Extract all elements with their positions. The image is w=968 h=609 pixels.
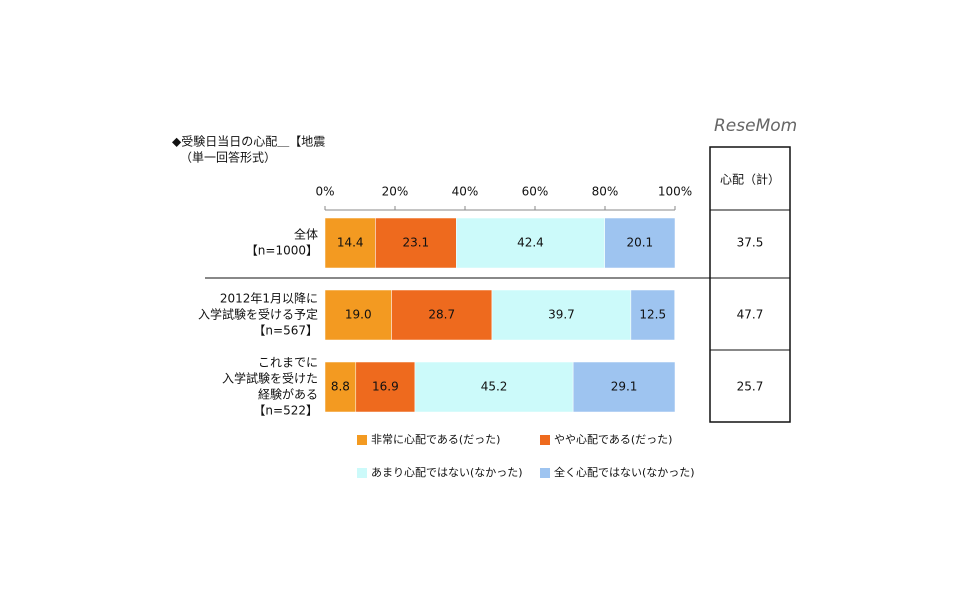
total-table-frame bbox=[709, 146, 791, 423]
bar-segment bbox=[572, 361, 676, 413]
data-label: 29.1 bbox=[611, 380, 638, 394]
data-label: 39.7 bbox=[548, 308, 575, 322]
x-tick-label: 40% bbox=[452, 185, 479, 199]
data-label: 19.0 bbox=[345, 308, 372, 322]
x-tick-label: 20% bbox=[382, 185, 409, 199]
category-label: 全体 bbox=[294, 227, 318, 242]
data-label: 8.8 bbox=[331, 380, 350, 394]
bar-segment bbox=[604, 217, 676, 269]
bar-segment bbox=[375, 217, 457, 269]
data-label: 16.9 bbox=[372, 380, 399, 394]
x-tick-label: 0% bbox=[315, 185, 334, 199]
x-tick-label: 80% bbox=[592, 185, 619, 199]
legend-swatch bbox=[540, 468, 550, 478]
legend-swatch bbox=[540, 435, 550, 445]
bar-segment bbox=[414, 361, 574, 413]
data-label: 45.2 bbox=[481, 380, 508, 394]
bar-segment bbox=[630, 289, 675, 341]
chart-title: ◆受験日当日の心配＿【地震 bbox=[172, 134, 325, 149]
category-label: 経験がある bbox=[258, 387, 318, 402]
data-label: 28.7 bbox=[428, 308, 455, 322]
x-tick-label: 60% bbox=[522, 185, 549, 199]
category-label: 入学試験を受けた bbox=[222, 371, 318, 386]
category-label: 入学試験を受ける予定 bbox=[198, 307, 318, 322]
bar-segment bbox=[391, 289, 493, 341]
total-value: 37.5 bbox=[737, 236, 764, 250]
total-value: 47.7 bbox=[737, 308, 764, 322]
legend-label: やや心配である(だった) bbox=[554, 433, 672, 446]
watermark: ReseMom bbox=[714, 116, 797, 136]
legend-label: あまり心配ではない(なかった) bbox=[371, 466, 523, 479]
bar-segment bbox=[355, 361, 416, 413]
x-tick-label: 100% bbox=[658, 185, 692, 199]
category-label: これまでに bbox=[258, 356, 318, 370]
category-label: 【n=522】 bbox=[253, 404, 318, 418]
data-label: 23.1 bbox=[402, 236, 429, 250]
total-value: 25.7 bbox=[737, 380, 764, 394]
legend-label: 非常に心配である(だった) bbox=[371, 433, 500, 446]
legend-swatch bbox=[357, 435, 367, 445]
data-label: 12.5 bbox=[639, 308, 666, 322]
table-header: 心配（計） bbox=[720, 172, 780, 187]
chart-subtitle: （単一回答形式） bbox=[180, 150, 276, 165]
data-label: 14.4 bbox=[337, 236, 364, 250]
bar-segment bbox=[324, 289, 392, 341]
category-label: 【n=567】 bbox=[253, 324, 318, 338]
data-label: 42.4 bbox=[517, 236, 544, 250]
legend-label: 全く心配ではない(なかった) bbox=[554, 465, 695, 479]
legend-swatch bbox=[357, 468, 367, 478]
bar-segment bbox=[324, 217, 376, 269]
category-label: 【n=1000】 bbox=[246, 244, 318, 258]
data-label: 20.1 bbox=[626, 236, 653, 250]
bar-segment bbox=[491, 289, 632, 341]
category-label: 2012年1月以降に bbox=[220, 292, 318, 306]
